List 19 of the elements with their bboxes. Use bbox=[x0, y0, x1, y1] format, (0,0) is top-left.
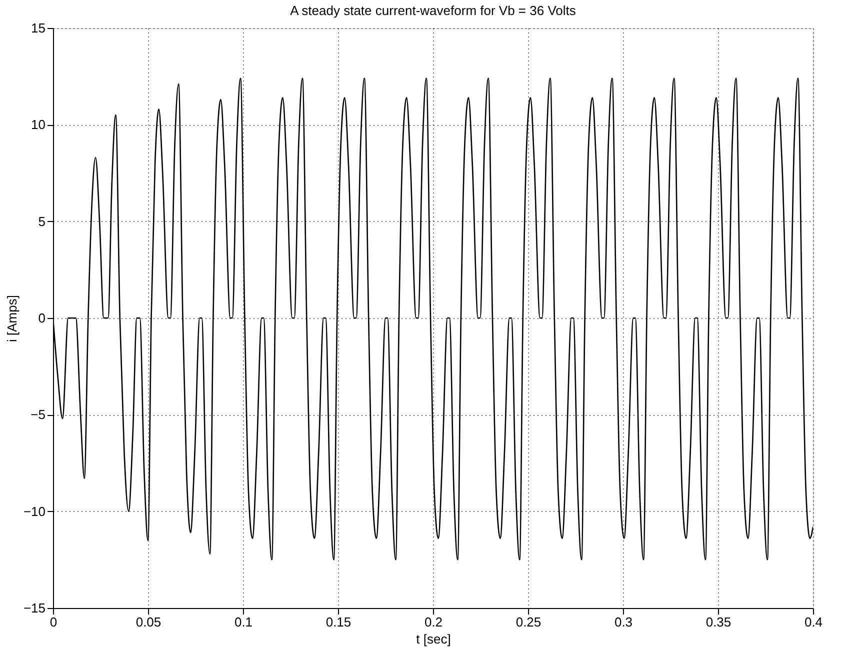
y-tick-label: −10 bbox=[23, 504, 46, 519]
x-tick-label: 0.4 bbox=[804, 614, 823, 630]
chart-title: A steady state current-waveform for Vb = 36 Volts bbox=[290, 3, 576, 18]
x-tick-label: 0.35 bbox=[706, 614, 732, 630]
x-tick-label: 0.2 bbox=[424, 614, 443, 630]
y-tick-label: 0 bbox=[38, 310, 46, 326]
y-tick-label: −15 bbox=[23, 600, 46, 616]
x-tick-label: 0 bbox=[50, 614, 58, 630]
x-tick-label: 0.3 bbox=[614, 614, 633, 630]
y-tick-label: 15 bbox=[31, 20, 46, 36]
x-tick-label: 0.15 bbox=[326, 614, 352, 630]
y-axis-title: i [Amps] bbox=[4, 295, 20, 342]
y-tick-label: 5 bbox=[38, 214, 46, 229]
x-tick-label: 0.25 bbox=[516, 614, 542, 630]
x-axis-title: t [sec] bbox=[416, 632, 451, 646]
y-tick-label: −5 bbox=[30, 407, 46, 422]
x-tick-label: 0.1 bbox=[234, 614, 253, 630]
y-tick-label: 10 bbox=[31, 117, 46, 132]
x-tick-label: 0.05 bbox=[136, 614, 162, 630]
